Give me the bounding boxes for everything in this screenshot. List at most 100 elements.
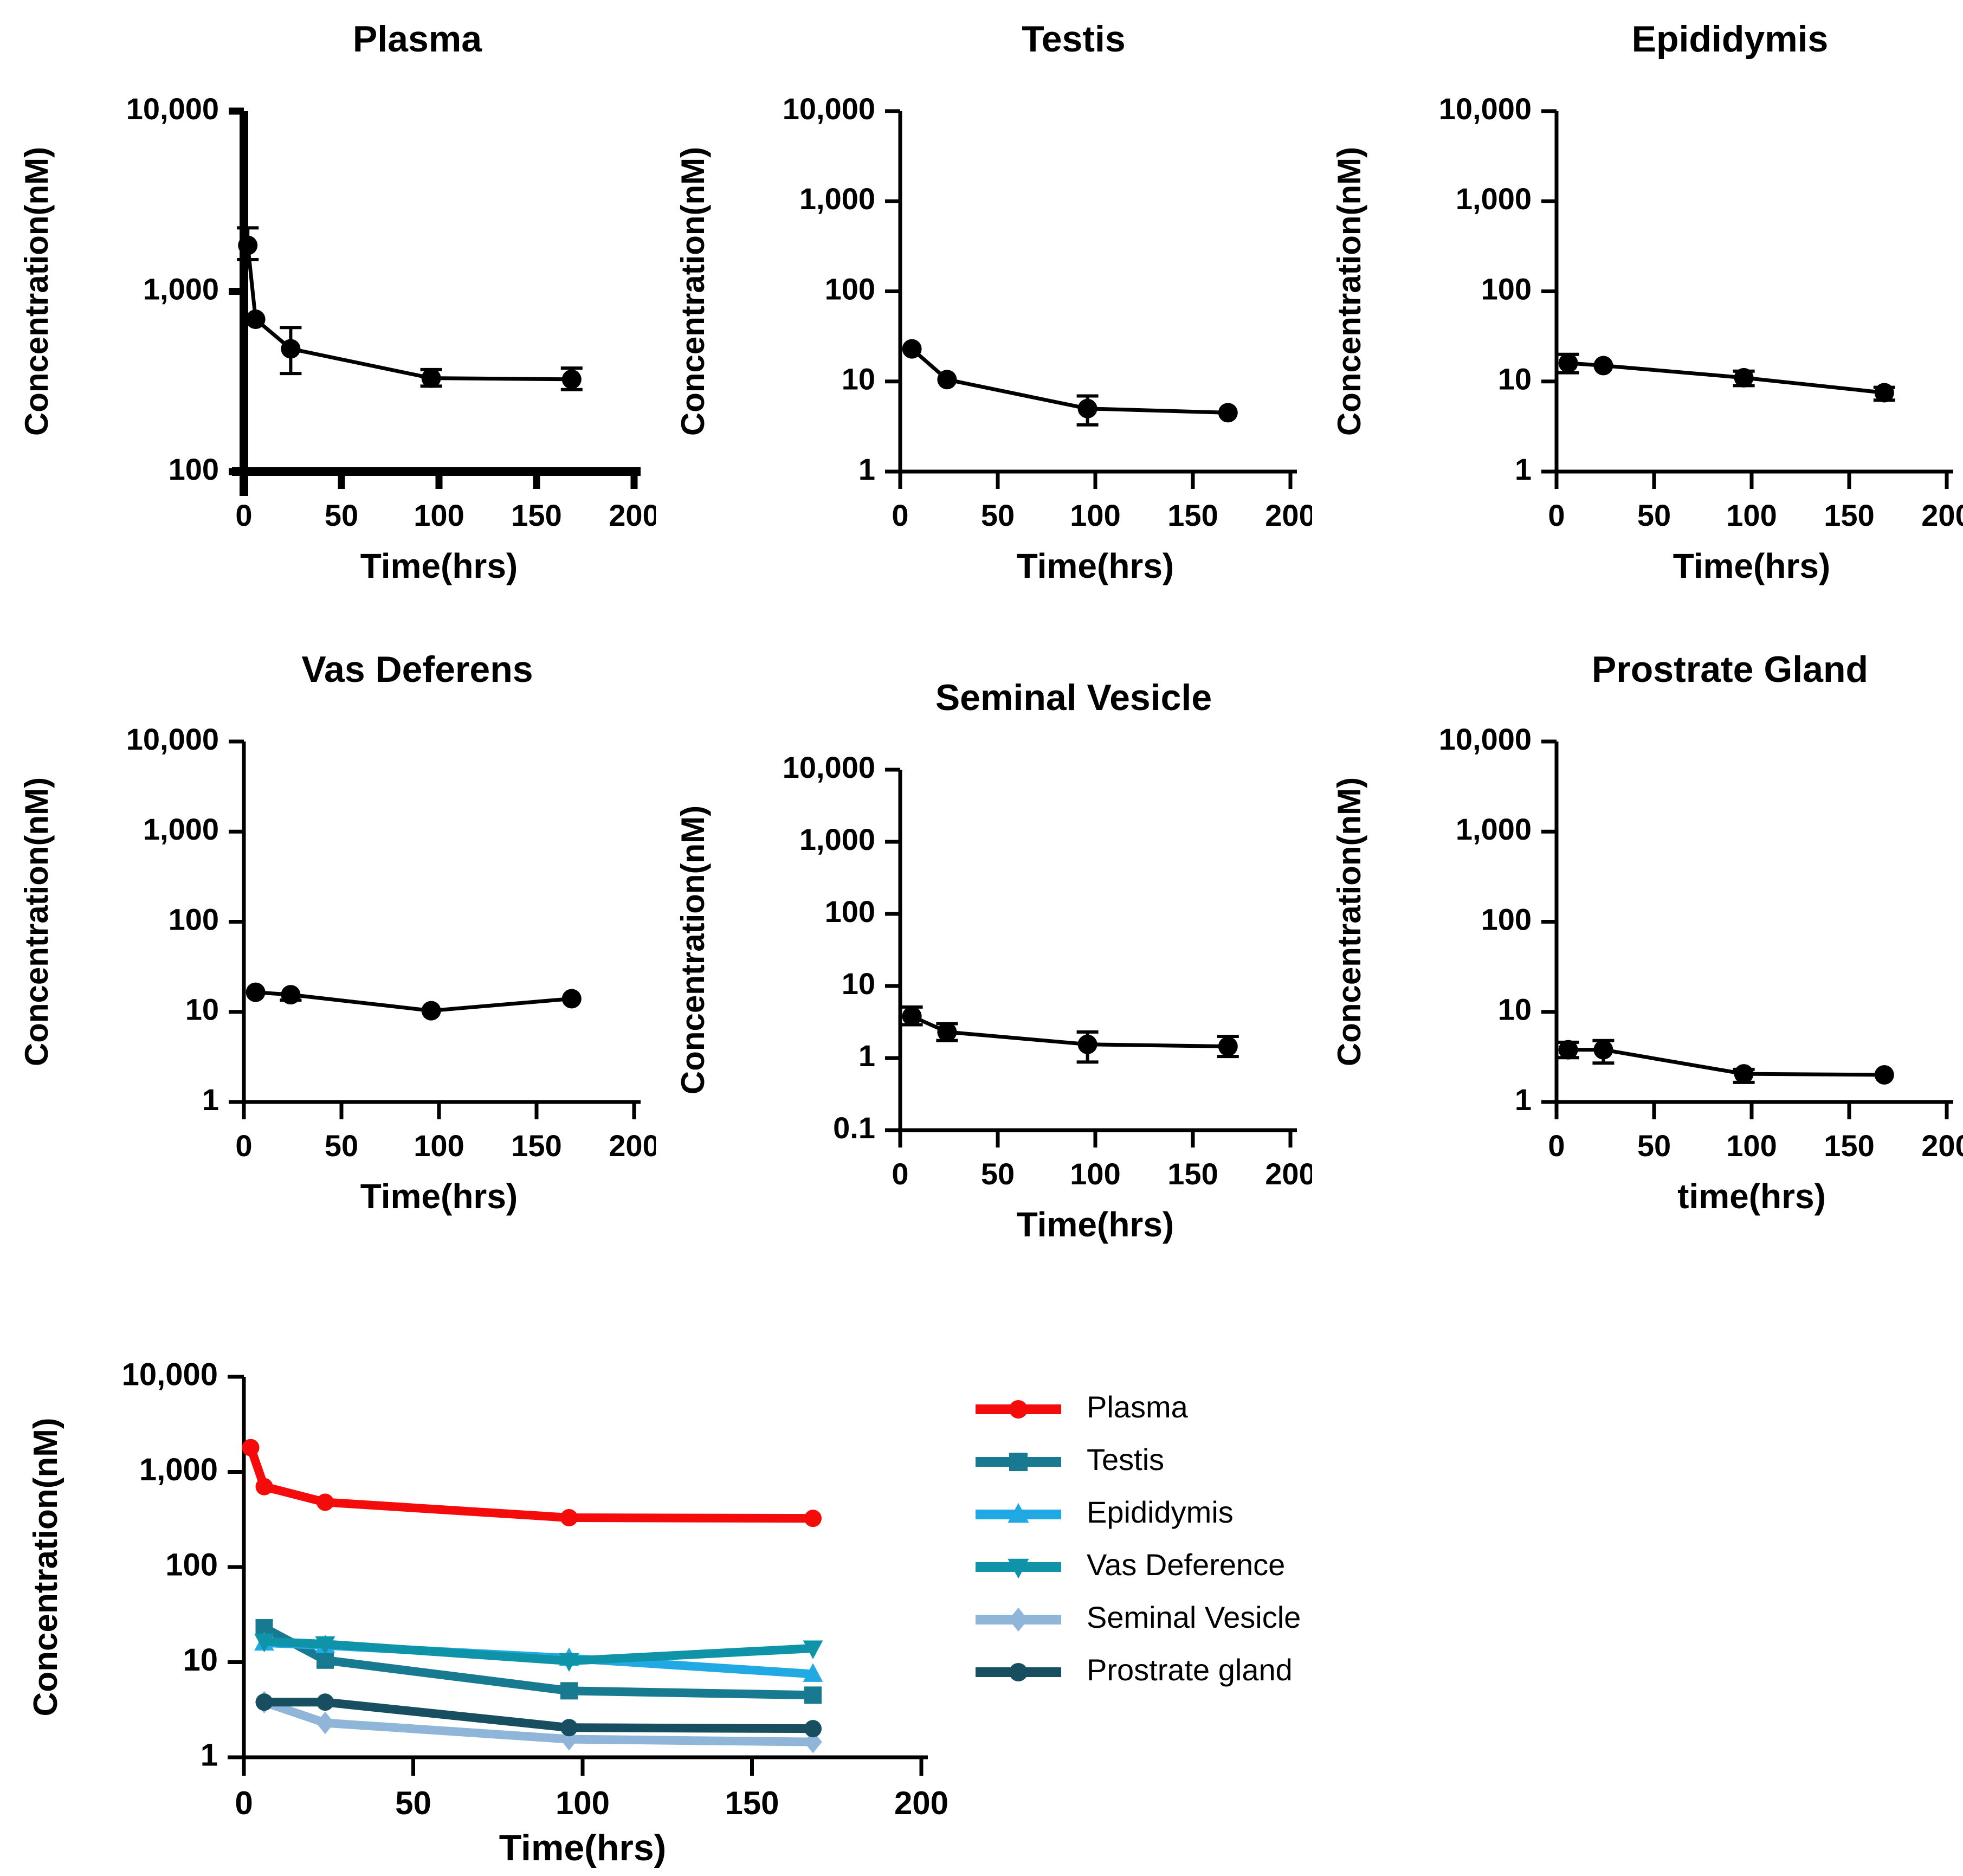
data-point-Seminal Vesicle — [804, 1730, 822, 1753]
data-point-Seminal Vesicle — [1077, 1034, 1097, 1054]
chart-title: Seminal Vesicle — [935, 677, 1212, 718]
data-point-Plasma — [317, 1493, 334, 1511]
y-tick-label: 1,000 — [1456, 812, 1532, 846]
x-tick-label: 100 — [1070, 498, 1120, 532]
chart-title: Epididymis — [1632, 18, 1829, 60]
y-tick-label: 1 — [1515, 452, 1532, 486]
y-tick-label: 1 — [202, 1082, 219, 1117]
data-point-Testis — [937, 370, 957, 390]
x-tick-label: 200 — [894, 1785, 948, 1821]
y-tick-label: 100 — [825, 272, 875, 306]
data-point-Plasma — [281, 339, 301, 359]
series-line-Vas Deference — [264, 1637, 813, 1666]
x-tick-label: 150 — [511, 498, 561, 532]
data-point-Prostrate Gland — [1558, 1040, 1578, 1060]
legend-marker-Epididymis — [1008, 1503, 1029, 1523]
legend-label-Testis: Testis — [1087, 1442, 1164, 1477]
series-line-Seminal Vesicle — [262, 1698, 813, 1746]
x-tick-label: 150 — [1824, 498, 1874, 532]
y-tick-label: 10,000 — [783, 92, 875, 126]
x-axis-label: Time(hrs) — [1673, 546, 1830, 585]
data-point-Prostrate gland — [255, 1693, 273, 1711]
y-axis-label: Concentration(nM) — [18, 777, 55, 1066]
x-tick-label: 50 — [325, 1129, 358, 1163]
x-tick-label: 200 — [609, 1129, 656, 1163]
panel-seminal-vesicle: Seminal Vesicle Concentration(nM) Time(hrs… — [656, 659, 1316, 1290]
y-axis-label: Concentration(nM) — [27, 1417, 64, 1716]
x-axis-label: Time(hrs) — [1017, 546, 1174, 585]
series-line-Prostrate gland — [264, 1698, 813, 1733]
x-axis-label: Time(hrs) — [1017, 1205, 1174, 1244]
data-point-Testis — [1218, 403, 1238, 423]
y-tick-label: 10 — [1498, 992, 1532, 1027]
panel-combined-chart: Concentration(nM) Time(hrs) 1 10 100 1,000 10,… — [0, 1258, 1577, 1876]
legend-marker-Plasma — [1009, 1400, 1028, 1419]
data-point-Testis — [560, 1682, 578, 1700]
data-point-Vas Deferens — [281, 985, 301, 1005]
y-tick-label: 1 — [1515, 1082, 1532, 1117]
x-tick-label: 150 — [1167, 1157, 1218, 1191]
data-point-Testis — [902, 339, 922, 359]
x-tick-label: 100 — [1070, 1157, 1120, 1191]
chart-title: Testis — [1022, 18, 1125, 60]
y-axis-label: Concentration(nM) — [675, 805, 711, 1094]
data-point-Vas Deference — [559, 1653, 579, 1672]
data-point-Testis — [804, 1686, 822, 1704]
x-axis-label: Time(hrs) — [360, 546, 518, 585]
series-line-Vas Deferens — [255, 990, 572, 1013]
x-tick-label: 100 — [556, 1785, 610, 1821]
x-tick-label: 0 — [235, 1785, 253, 1821]
x-tick-label: 200 — [1265, 1157, 1312, 1191]
data-point-Seminal Vesicle — [902, 1006, 922, 1026]
data-point-Plasma — [238, 235, 258, 255]
legend-label-Epididymis: Epididymis — [1087, 1495, 1234, 1529]
y-tick-label: 100 — [165, 1547, 218, 1582]
y-tick-label: 10 — [183, 1642, 218, 1678]
data-point-Prostrate gland — [317, 1693, 334, 1711]
data-point-Testis — [1077, 398, 1097, 418]
series-line-Testis — [911, 347, 1228, 415]
legend-label-Plasma: Plasma — [1087, 1390, 1189, 1424]
x-axis-label: Time(hrs) — [360, 1177, 518, 1216]
y-tick-label: 10,000 — [122, 1357, 218, 1392]
x-tick-label: 50 — [325, 498, 358, 532]
x-tick-label: 0 — [235, 498, 252, 532]
series-line-Plasma — [246, 245, 572, 382]
x-tick-label: 200 — [1921, 498, 1963, 532]
data-point-Plasma — [804, 1510, 822, 1527]
data-point-Prostrate Gland — [1874, 1065, 1894, 1085]
y-tick-label: 10 — [185, 992, 219, 1027]
x-tick-label: 50 — [981, 498, 1015, 532]
x-tick-label: 0 — [892, 1157, 908, 1191]
data-point-Plasma — [560, 1509, 578, 1527]
panel-testis: Testis Concentration(nM) Time(hrs) 1 10 100 1,… — [656, 0, 1316, 631]
x-tick-label: 200 — [609, 498, 656, 532]
y-tick-label: 10 — [1498, 362, 1532, 396]
data-point-Epididymis — [1558, 353, 1578, 373]
data-point-Epididymis — [803, 1663, 823, 1682]
panel-plasma: Plasma Concentration(nM) Time(hrs) 100 1,000… — [0, 0, 660, 631]
y-tick-label: 10,000 — [1439, 722, 1532, 756]
series-line-Epididymis — [1568, 361, 1885, 395]
x-tick-label: 200 — [1921, 1129, 1963, 1163]
y-tick-label: 10 — [842, 362, 875, 396]
data-point-Plasma — [561, 369, 582, 389]
legend-marker-Seminal Vesicle — [1009, 1607, 1028, 1632]
x-tick-label: 0 — [235, 1129, 252, 1163]
chart-svg-vas-deferens: Vas Deferens Concentration(nM) Time(hrs) 1 1… — [18, 649, 660, 1216]
legend-item-Testis: Testis — [976, 1442, 1164, 1477]
y-tick-label: 10 — [842, 966, 875, 1001]
panel-prostrate-gland: Prostrate Gland Concentration(nM) time(hrs… — [1313, 630, 1963, 1262]
data-point-Prostrate Gland — [1734, 1064, 1754, 1084]
x-tick-label: 100 — [1726, 498, 1777, 532]
data-point-Seminal Vesicle — [1218, 1036, 1238, 1056]
y-tick-label: 1,000 — [1456, 182, 1532, 216]
y-axis-label: Concentration(nM) — [18, 147, 55, 436]
series-line-Seminal Vesicle — [911, 1014, 1228, 1049]
chart-title: Vas Deferens — [301, 649, 533, 690]
legend: Plasma Testis Epididymis Vas Deference Semin… — [976, 1390, 1301, 1687]
x-tick-label: 150 — [511, 1129, 561, 1163]
legend-item-Epididymis: Epididymis — [976, 1495, 1234, 1529]
x-tick-label: 0 — [892, 498, 908, 532]
data-point-Vas Deferens — [561, 989, 582, 1009]
